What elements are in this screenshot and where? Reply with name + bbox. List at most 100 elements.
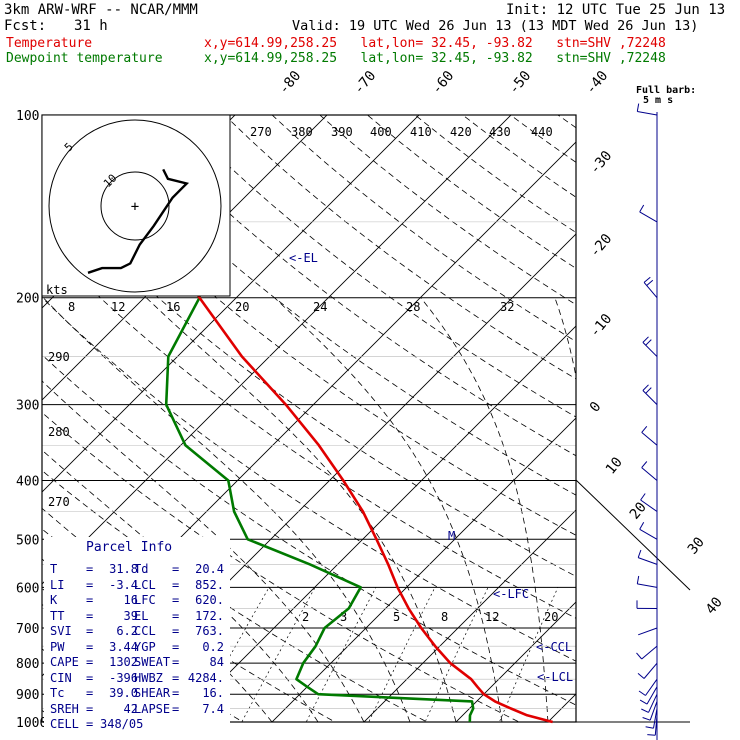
parcel-info-panel [44, 537, 230, 730]
wind-barb-staff [645, 678, 658, 696]
parcel-info-cell: 0.2 [202, 639, 224, 654]
wind-barb-staff [641, 645, 658, 660]
theta-label: 270 [48, 495, 70, 509]
isotherm-label: -10 [587, 311, 616, 341]
dry-adiabat [128, 115, 576, 457]
parcel-info-cell: 348/05 [100, 717, 144, 731]
wind-barb-flag [642, 336, 649, 343]
parcel-level-label: M [448, 529, 455, 543]
plot-border [41, 114, 577, 723]
mixing-ratio-line [305, 587, 377, 722]
wind-barb-staff [643, 662, 658, 679]
speed-label: 32 [500, 300, 514, 314]
speed-label: 12 [111, 300, 125, 314]
wind-barb-staff [638, 557, 658, 565]
parcel-info-cell: Tc [50, 686, 65, 700]
pressure-tick-label: 500 [16, 533, 39, 548]
parcel-info-cell: = [86, 608, 94, 623]
parcel-info-cell: = [172, 608, 180, 623]
parcel-info-cell: 84 [209, 655, 224, 669]
pressure-tick-label: 700 [16, 622, 39, 637]
parcel-info-cell: 763. [195, 624, 224, 638]
dry-adiabat [42, 124, 576, 536]
mixing-ratio-line [424, 587, 489, 722]
wind-barb-flag [639, 204, 645, 213]
wind-barb-flag [641, 425, 648, 433]
wind-barb-staff [642, 390, 658, 405]
hodograph-unit-label: kts [46, 283, 68, 297]
parcel-info-cell: PW [50, 639, 65, 654]
theta-label: 290 [48, 350, 70, 364]
wind-barb-staff [637, 583, 658, 588]
isotherm-line [179, 325, 576, 722]
wind-barb-staff [649, 701, 658, 721]
dry-adiabat [319, 115, 576, 306]
dry-adiabat [42, 297, 576, 662]
parcel-info-cell: = [86, 624, 94, 638]
theta-label: 270 [250, 125, 272, 139]
wind-barb-flag [638, 690, 646, 696]
theta-label: 390 [331, 125, 353, 139]
theta-label: 420 [450, 125, 472, 139]
wind-barb-flag [645, 726, 654, 729]
speed-label: 28 [406, 300, 420, 314]
parcel-info-cell: = [172, 577, 180, 592]
parcel-info-cell: = [86, 577, 94, 592]
wind-barb-staff [654, 715, 658, 736]
wind-barb-flag [641, 461, 648, 468]
valid-time: Valid: 19 UTC Wed 26 Jun 13 (13 MDT Wed … [292, 18, 699, 34]
parcel-info-cell: = [172, 593, 180, 607]
dry-adiabat [42, 354, 576, 706]
parcel-info-cell: SHEAR [134, 686, 171, 700]
pressure-tick-label: 100 [16, 109, 39, 124]
dewpoint-legend-label: Dewpoint temperature [6, 51, 163, 66]
isotherm-line [271, 417, 576, 722]
mixing-ratio-label: 3 [340, 610, 347, 624]
mixing-ratio-label: 20 [544, 610, 558, 624]
wind-barb-flag [646, 279, 654, 286]
dry-adiabat [42, 411, 520, 722]
parcel-info-cell: LAPSE [134, 701, 171, 716]
isotherm-label: -70 [351, 68, 380, 98]
wind-barb-staff [646, 686, 658, 705]
fcst-value: 31 h [74, 18, 108, 34]
wind-barb-flag [642, 384, 649, 391]
parcel-info-cell: EL [134, 608, 149, 623]
parcel-info-cell: K [50, 593, 58, 607]
parcel-info-cell: = [86, 562, 94, 576]
wind-barb-flag [636, 575, 640, 584]
wind-barb-staff [641, 467, 658, 481]
parcel-info-cell: 16 [123, 593, 138, 607]
speed-label: 24 [313, 300, 327, 314]
parcel-info-cell: = [86, 593, 94, 607]
wind-barb-flag [642, 717, 651, 721]
mixing-ratio-label: 8 [441, 610, 448, 624]
parcel-info-cell: 20.4 [195, 562, 224, 576]
pressure-tick-label: 900 [16, 688, 39, 703]
speed-label: 20 [235, 300, 249, 314]
moist-adiabat [274, 297, 503, 722]
wind-barb-flag [645, 387, 652, 394]
parcel-info-cell: = [86, 717, 94, 731]
parcel-info-cell: CCL [134, 624, 156, 638]
parcel-info-cell: 3.44 [109, 639, 138, 654]
model-title: 3km ARW-WRF -- NCAR/MMM [4, 2, 198, 18]
dry-adiabat [653, 115, 740, 735]
dry-adiabat [42, 182, 576, 577]
pressure-tick-label: 300 [16, 399, 39, 414]
mixing-ratio-label: 2 [302, 610, 309, 624]
parcel-level-label: <-CCL [536, 640, 572, 654]
isotherm-label: 0 [587, 399, 605, 416]
parcel-info-cell: = [86, 639, 94, 654]
wind-barb-staff [639, 528, 658, 540]
mixing-ratio-line [368, 587, 436, 722]
parcel-info-cell: = [172, 670, 180, 685]
wind-barb-staff [639, 211, 658, 223]
pressure-tick-label: 1000 [16, 716, 47, 731]
parcel-info-cell: 7.4 [202, 701, 224, 716]
isotherm-line [455, 601, 576, 722]
theta-label: 440 [531, 125, 553, 139]
isotherm-label: 20 [627, 499, 650, 522]
wind-barb-flag [639, 699, 648, 705]
parcel-info-cell: SVI [50, 624, 72, 638]
